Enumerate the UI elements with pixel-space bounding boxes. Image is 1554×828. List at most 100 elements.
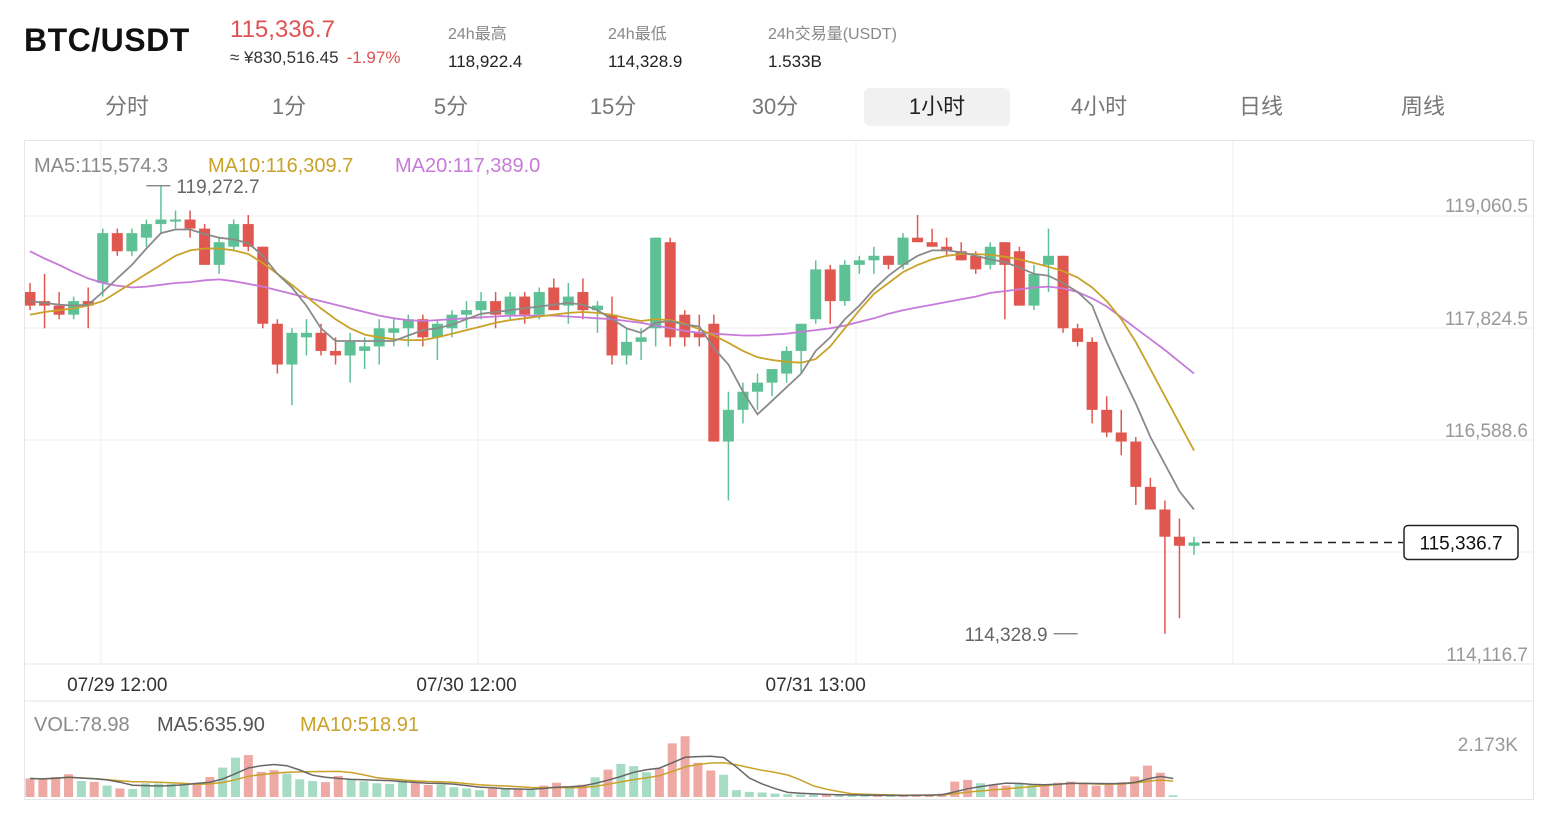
- stat-value: 118,922.4: [448, 52, 523, 71]
- tab-weekly[interactable]: 周线: [1400, 94, 1445, 119]
- volume-bar: [950, 781, 960, 797]
- volume-bar: [744, 791, 754, 797]
- candle: [184, 219, 196, 229]
- legend-ma20: MA20:117,389.0: [395, 155, 540, 177]
- kline-chart-svg[interactable]: MA5:115,574.3 MA10:116,309.7 MA20:117,38…: [24, 141, 1533, 799]
- volume-bar: [487, 788, 497, 797]
- candle: [1101, 409, 1113, 433]
- volume-bar: [436, 784, 446, 797]
- candle: [388, 328, 400, 333]
- candle: [344, 341, 356, 356]
- candle: [82, 301, 94, 306]
- candle: [24, 292, 36, 306]
- volume-bar: [1117, 782, 1127, 797]
- candle: [140, 224, 152, 238]
- candle: [621, 341, 633, 356]
- volume-bar: [423, 785, 433, 797]
- candle: [577, 292, 589, 311]
- volume-bar: [757, 792, 767, 797]
- candle: [199, 228, 211, 265]
- candle: [824, 269, 836, 302]
- vol-ma10-line: [29, 762, 1174, 796]
- candle: [1057, 255, 1069, 329]
- pair-title[interactable]: BTC/USDT: [24, 22, 190, 58]
- volume-bar: [770, 793, 780, 797]
- ma10-line: [29, 247, 1195, 452]
- volume-bar: [372, 783, 382, 797]
- volume-bar: [333, 775, 343, 797]
- candle: [170, 219, 181, 222]
- volume-bar: [462, 788, 472, 797]
- time-axis: 07/29 12:00 07/30 12:00 07/31 13:00: [67, 675, 866, 696]
- price-change: -1.97%: [346, 48, 401, 67]
- volume-ma-lines: [29, 755, 1174, 797]
- candle: [286, 332, 298, 365]
- candle: [1086, 341, 1098, 410]
- last-price-marker: 115,336.7: [1202, 524, 1519, 561]
- candle: [475, 301, 487, 311]
- volume-bar: [256, 771, 266, 797]
- volume-bar: [526, 790, 536, 797]
- volume-bar: [1040, 784, 1050, 797]
- volume-bar: [359, 781, 369, 797]
- candle: [606, 314, 618, 356]
- volume-bar: [500, 789, 510, 797]
- candle: [650, 237, 662, 329]
- legend-ma10: MA10:116,309.7: [208, 155, 353, 177]
- vol-legend-vol: VOL:78.98: [34, 714, 130, 736]
- volume-bar: [1027, 785, 1037, 797]
- candle: [111, 233, 123, 252]
- candle: [1130, 441, 1142, 487]
- volume-bar: [179, 783, 189, 797]
- volume-bar: [475, 790, 485, 797]
- ma5-line: [29, 228, 1195, 511]
- volume-bar: [205, 777, 215, 797]
- tab-5m[interactable]: 5分: [433, 94, 469, 119]
- price-tick: 119,060.5: [1445, 196, 1528, 217]
- volume-bar: [320, 782, 330, 797]
- volume-bar: [269, 770, 279, 797]
- volume-axis-max: 2.173K: [1458, 735, 1519, 756]
- candle: [1043, 255, 1054, 265]
- candle: [1144, 486, 1156, 510]
- volume-bar: [410, 782, 420, 797]
- volume-bar: [166, 783, 176, 797]
- candle: [519, 296, 531, 315]
- volume-bar: [1001, 785, 1011, 797]
- tab-1h[interactable]: 1小时: [864, 88, 1010, 126]
- tab-30m[interactable]: 30分: [751, 94, 799, 119]
- tab-time-sharing[interactable]: 分时: [104, 94, 149, 119]
- volume-bar: [1053, 782, 1063, 797]
- tab-1m[interactable]: 1分: [271, 94, 307, 119]
- tab-daily[interactable]: 日线: [1238, 94, 1283, 119]
- volume-bar: [577, 784, 587, 797]
- kline-chart[interactable]: MA5:115,574.3 MA10:116,309.7 MA20:117,38…: [24, 140, 1534, 800]
- volume-bar: [552, 782, 562, 797]
- tab-15m[interactable]: 15分: [589, 94, 637, 119]
- volume-bar: [642, 772, 652, 797]
- stat-label: 24h最高: [448, 26, 507, 43]
- candle: [897, 237, 909, 265]
- candle: [490, 301, 502, 315]
- candle: [926, 242, 938, 247]
- volume-bar: [847, 795, 857, 797]
- candle: [228, 224, 240, 247]
- candle: [446, 314, 458, 329]
- volume-bar: [783, 794, 793, 797]
- candle: [155, 219, 167, 225]
- candle: [868, 255, 880, 261]
- volume-bar: [539, 785, 549, 797]
- candle: [999, 242, 1011, 265]
- candle: [126, 233, 138, 252]
- candle: [242, 224, 254, 247]
- candle: [722, 409, 734, 442]
- stat-value: 1.533B: [768, 52, 822, 71]
- candle: [1028, 273, 1040, 306]
- volume-bars: [25, 736, 1178, 797]
- candle: [1115, 432, 1127, 442]
- volume-bar: [397, 781, 407, 797]
- tab-4h[interactable]: 4小时: [1070, 94, 1128, 119]
- volume-bar: [860, 795, 870, 797]
- candle: [257, 246, 269, 324]
- candle: [795, 323, 807, 351]
